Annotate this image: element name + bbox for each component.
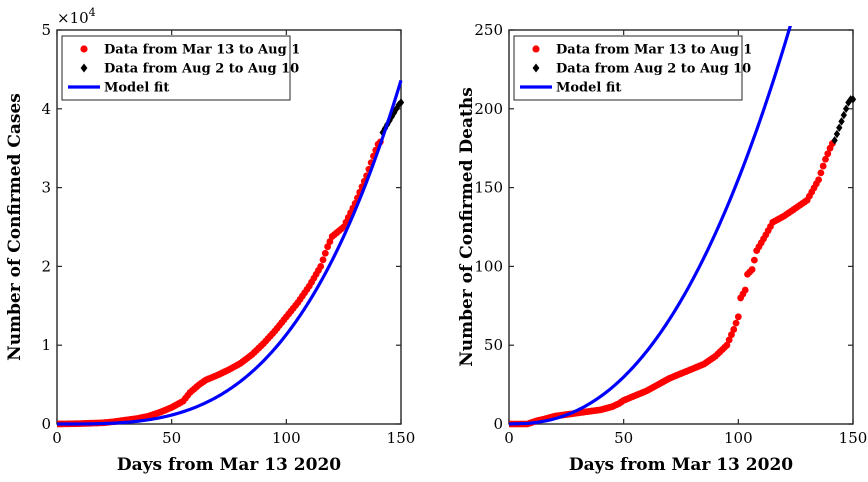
data-point-diamond: [379, 128, 386, 137]
legend-circle-swatch: [80, 45, 88, 53]
x-tick-label: 0: [52, 429, 62, 447]
data-point: [822, 155, 829, 163]
data-point: [824, 150, 832, 158]
x-tick-label: 100: [272, 429, 301, 447]
series-0: [57, 138, 384, 428]
plot-area: [57, 79, 405, 428]
data-point-diamond: [836, 123, 843, 132]
data-point-diamond: [395, 100, 402, 110]
model-fit-line: [509, 26, 792, 426]
data-point-diamond: [838, 117, 845, 126]
legend-box: [513, 35, 743, 101]
data-point: [817, 169, 825, 177]
data-point-diamond: [840, 110, 847, 120]
y-tick-label: 250: [474, 21, 503, 39]
legend-entry-label: Data from Mar 13 to Aug 1: [556, 43, 752, 58]
data-point-diamond: [833, 129, 841, 139]
legend-diamond-swatch: [532, 63, 540, 73]
data-point-diamond: [397, 98, 405, 107]
data-point: [750, 256, 758, 264]
x-tick-label: 0: [504, 429, 514, 447]
data-point-diamond: [393, 104, 400, 113]
legend: Data from Mar 13 to Aug 1 Data from Aug 2…: [61, 35, 300, 101]
deaths-chart: 0 50 100 150 0 50 100 150 200 250 Days from Mar 13…: [457, 21, 868, 475]
plot-frame: [56, 29, 402, 425]
data-point: [728, 331, 735, 339]
data-point: [326, 238, 334, 245]
x-tick-label: 150: [839, 429, 868, 447]
legend-diamond-swatch: [80, 63, 88, 73]
x-tick-label: 50: [614, 429, 633, 447]
legend-entry-label: Data from Aug 2 to Aug 10: [556, 62, 751, 77]
y-axis-label: Number of Confirmed Deaths: [457, 87, 477, 367]
y-tick-label: 0: [493, 415, 503, 433]
data-point-diamond: [849, 95, 857, 104]
data-point: [321, 249, 329, 257]
series-0: [509, 140, 836, 428]
plot-frame: [508, 29, 854, 425]
y-tick-label: 5: [41, 21, 51, 39]
data-point: [319, 256, 327, 264]
data-point: [732, 319, 740, 327]
legend: Data from Mar 13 to Aug 1 Data from Aug 2…: [513, 35, 752, 101]
data-point: [815, 176, 822, 184]
legend-box: [61, 35, 291, 101]
data-point-diamond: [831, 136, 838, 145]
data-point-diamond: [388, 112, 395, 121]
data-point-diamond: [842, 104, 850, 113]
y-tick-label: 200: [474, 100, 503, 118]
x-axis-label: Days from Mar 13 2020: [117, 455, 341, 475]
y-axis-label: Number of Confirmed Cases: [5, 93, 25, 361]
data-point: [723, 341, 731, 349]
data-point: [741, 286, 749, 294]
data-point-diamond: [845, 98, 852, 107]
data-point: [748, 266, 756, 273]
y-tick-label: 150: [474, 179, 503, 197]
y-tick-label: 1: [41, 336, 51, 354]
y-tick-label: 2: [41, 257, 51, 275]
series-2: [57, 79, 403, 426]
model-fit-line: [57, 79, 403, 426]
x-tick-label: 150: [387, 429, 416, 447]
data-point: [324, 243, 332, 251]
data-point: [317, 263, 325, 270]
series-1: [831, 95, 857, 145]
y-tick-label: 50: [484, 336, 503, 354]
data-point: [730, 326, 738, 333]
legend-entry-label: Model fit: [104, 81, 169, 96]
y-multiplier-exponent: 4: [89, 6, 96, 19]
legend-entry-label: Data from Mar 13 to Aug 1: [104, 43, 300, 58]
y-tick-label: 3: [41, 179, 51, 197]
x-tick-label: 50: [162, 429, 181, 447]
y-tick-label: 100: [474, 257, 503, 275]
data-point: [725, 336, 733, 344]
legend-entry-label: Model fit: [556, 81, 621, 96]
plot-area: [509, 26, 857, 428]
legend-entry-label: Data from Aug 2 to Aug 10: [104, 62, 299, 77]
y-multiplier: ×104: [57, 6, 96, 27]
x-axis-label: Days from Mar 13 2020: [569, 455, 793, 475]
data-point-diamond: [390, 108, 398, 117]
y-tick-label: 0: [41, 415, 51, 433]
y-multiplier-base: ×10: [57, 9, 89, 27]
y-tick-label: 4: [41, 100, 51, 118]
x-tick-label: 100: [724, 429, 753, 447]
data-point: [734, 313, 742, 321]
data-point: [819, 162, 827, 170]
legend-circle-swatch: [532, 45, 540, 53]
series-2: [509, 26, 792, 426]
